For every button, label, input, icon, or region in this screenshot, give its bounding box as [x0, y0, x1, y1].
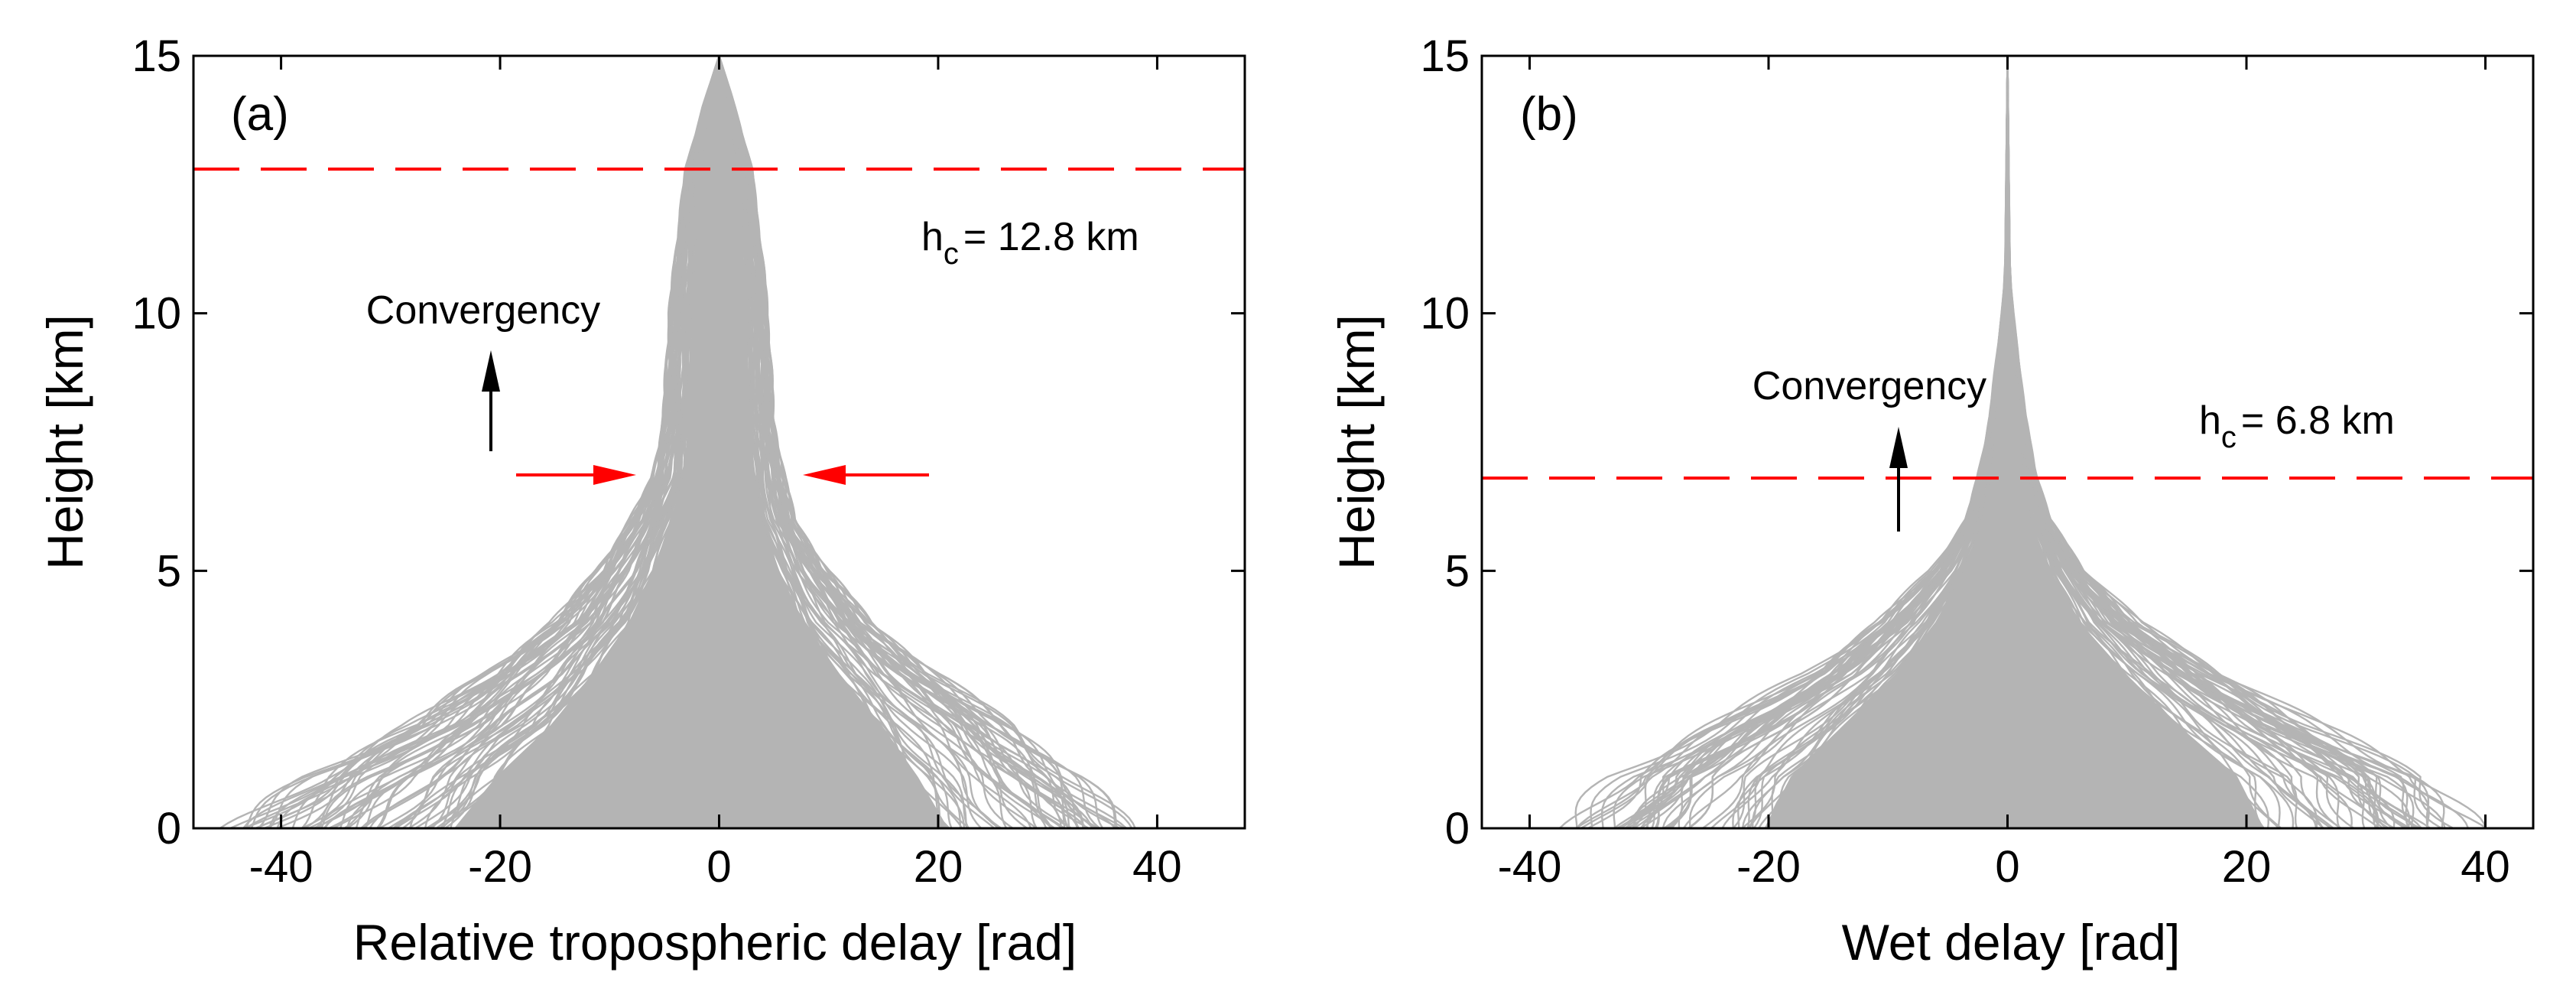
y-tick-label: 5 [1445, 546, 1470, 596]
y-tick-label: 15 [132, 31, 181, 81]
x-axis-title: Wet delay [rad] [1842, 914, 2181, 971]
y-tick-label: 0 [157, 804, 181, 854]
profile-curve [718, 55, 962, 829]
y-tick-label: 5 [157, 546, 181, 596]
profile-curve [718, 55, 1052, 829]
convergency-arrow-up [482, 350, 500, 451]
x-tick-label: 0 [707, 842, 731, 892]
hc-prefix: h [2199, 398, 2221, 443]
panel-label: (b) [1520, 88, 1578, 141]
convergence-arrow-right [803, 465, 929, 485]
hc-value: = 6.8 km [2241, 398, 2395, 443]
y-axis-title: Height [km] [37, 314, 93, 570]
y-tick-label: 15 [1420, 31, 1470, 81]
profile-curve [718, 55, 1028, 829]
profile-core [453, 56, 948, 828]
panel-label: (a) [231, 88, 289, 141]
x-tick-label: 40 [2461, 842, 2510, 892]
y-tick-label: 0 [1445, 804, 1470, 854]
y-tick-label: 10 [132, 289, 181, 339]
axis-ticks [1482, 54, 2533, 830]
delay-profile-curves [219, 55, 1136, 830]
profile-curve [444, 55, 720, 829]
profile-curve [430, 55, 720, 829]
x-tick-label: -40 [249, 842, 313, 892]
critical-height-annotation: hc = 12.8 km [921, 215, 1139, 271]
profile-curve [2006, 55, 2442, 830]
profile-curve [718, 55, 1133, 829]
profile-core [1764, 56, 2264, 828]
x-tick-label: -20 [468, 842, 532, 892]
convergence-arrow-left [516, 465, 636, 485]
axis-ticks [193, 54, 1245, 830]
x-tick-label: 0 [1995, 842, 2019, 892]
hc-subscript: c [944, 237, 959, 271]
profile-curve [276, 55, 720, 830]
x-axis-title: Relative tropospheric delay [rad] [353, 914, 1077, 971]
profile-curve [317, 55, 720, 829]
hc-subscript: c [2221, 421, 2237, 454]
x-tick-label: 20 [2222, 842, 2272, 892]
critical-height-annotation: hc = 6.8 km [2199, 398, 2395, 454]
profile-curve [388, 55, 720, 830]
hc-value: = 12.8 km [963, 215, 1139, 259]
y-axis-title: Height [km] [1328, 314, 1385, 570]
profile-curve [718, 55, 996, 829]
panel-a: 0 5 10 15 -40 -20 0 20 40 Relative tropo… [37, 31, 1246, 971]
x-tick-label: -40 [1498, 842, 1562, 892]
convergency-arrow-up [1889, 427, 1908, 532]
panel-b: 0 5 10 15 -40 -20 0 20 40 Wet delay [rad… [1328, 31, 2535, 971]
x-tick-label: 20 [914, 842, 963, 892]
profile-curve [718, 55, 1084, 829]
convergency-label: Convergency [1753, 364, 1986, 408]
hc-prefix: h [921, 215, 944, 259]
x-tick-label: -20 [1736, 842, 1801, 892]
y-tick-label: 10 [1420, 289, 1470, 339]
convergency-label: Convergency [366, 288, 600, 333]
wet-delay-profile-curves [1558, 55, 2488, 830]
x-tick-label: 40 [1132, 842, 1182, 892]
